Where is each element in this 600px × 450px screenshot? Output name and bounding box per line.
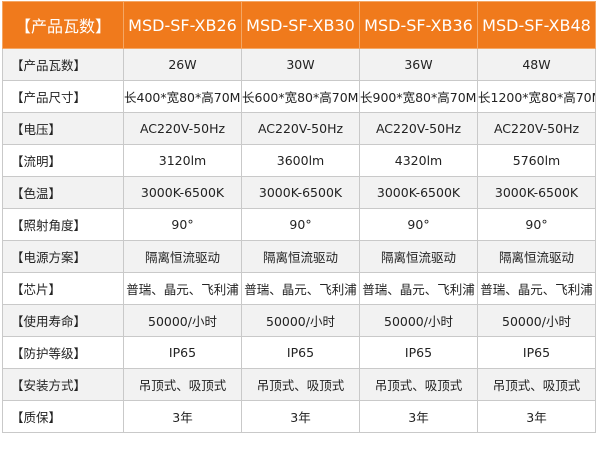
cell: AC220V-50Hz — [359, 112, 478, 145]
cell: 3年 — [359, 400, 478, 433]
cell: 36W — [359, 48, 478, 81]
cell: 长900*宽80*高70MM — [359, 80, 478, 113]
row-label: 【质保】 — [2, 400, 124, 433]
cell: 吊顶式、吸顶式 — [123, 368, 242, 401]
cell: 吊顶式、吸顶式 — [241, 368, 360, 401]
table-row: 【照射角度】 90° 90° 90° 90° — [2, 208, 596, 241]
table-row: 【电源方案】 隔离恒流驱动 隔离恒流驱动 隔离恒流驱动 隔离恒流驱动 — [2, 240, 596, 273]
cell: 3000K-6500K — [123, 176, 242, 209]
cell: 50000/小时 — [477, 304, 596, 337]
cell: IP65 — [359, 336, 478, 369]
table-row: 【电压】 AC220V-50Hz AC220V-50Hz AC220V-50Hz AC2… — [2, 112, 596, 145]
cell: 3600lm — [241, 144, 360, 177]
table-row: 【芯片】 普瑞、晶元、飞利浦 普瑞、晶元、飞利浦 普瑞、晶元、飞利浦 普瑞、晶元、飞利浦 — [2, 272, 596, 305]
row-label: 【电压】 — [2, 112, 124, 145]
cell: AC220V-50Hz — [477, 112, 596, 145]
cell: 48W — [477, 48, 596, 81]
cell: 26W — [123, 48, 242, 81]
cell: 90° — [359, 208, 478, 241]
cell: 50000/小时 — [241, 304, 360, 337]
spec-table: 【产品瓦数】 MSD-SF-XB26 MSD-SF-XB30 MSD-SF-XB36 M… — [2, 1, 596, 433]
cell: 隔离恒流驱动 — [477, 240, 596, 273]
table-row: 【产品尺寸】 长400*宽80*高70MM 长600*宽80*高70MM 长900*宽… — [2, 80, 596, 113]
row-label: 【流明】 — [2, 144, 124, 177]
cell: 吊顶式、吸顶式 — [359, 368, 478, 401]
row-label: 【产品瓦数】 — [2, 48, 124, 81]
cell: 4320lm — [359, 144, 478, 177]
row-label: 【照射角度】 — [2, 208, 124, 241]
table-row: 【色温】 3000K-6500K 3000K-6500K 3000K-6500K 300… — [2, 176, 596, 209]
row-label: 【产品尺寸】 — [2, 80, 124, 113]
header-cell: MSD-SF-XB26 — [123, 1, 242, 49]
cell: 普瑞、晶元、飞利浦 — [477, 272, 596, 305]
row-label: 【色温】 — [2, 176, 124, 209]
cell: 3120lm — [123, 144, 242, 177]
cell: 50000/小时 — [359, 304, 478, 337]
cell: 3年 — [241, 400, 360, 433]
header-row: 【产品瓦数】 MSD-SF-XB26 MSD-SF-XB30 MSD-SF-XB36 M… — [2, 1, 596, 49]
cell: 隔离恒流驱动 — [359, 240, 478, 273]
cell: 隔离恒流驱动 — [123, 240, 242, 273]
cell: 隔离恒流驱动 — [241, 240, 360, 273]
cell: 长400*宽80*高70MM — [123, 80, 242, 113]
cell: 90° — [241, 208, 360, 241]
cell: 长1200*宽80*高70MM — [477, 80, 596, 113]
cell: 吊顶式、吸顶式 — [477, 368, 596, 401]
cell: IP65 — [477, 336, 596, 369]
table-row: 【质保】 3年 3年 3年 3年 — [2, 400, 596, 433]
cell: 长600*宽80*高70MM — [241, 80, 360, 113]
header-cell: MSD-SF-XB30 — [241, 1, 360, 49]
table-row: 【防护等级】 IP65 IP65 IP65 IP65 — [2, 336, 596, 369]
header-cell: 【产品瓦数】 — [2, 1, 124, 49]
table-row: 【安装方式】 吊顶式、吸顶式 吊顶式、吸顶式 吊顶式、吸顶式 吊顶式、吸顶式 — [2, 368, 596, 401]
cell: IP65 — [241, 336, 360, 369]
cell: 普瑞、晶元、飞利浦 — [359, 272, 478, 305]
cell: 3000K-6500K — [359, 176, 478, 209]
row-label: 【防护等级】 — [2, 336, 124, 369]
cell: AC220V-50Hz — [241, 112, 360, 145]
table-row: 【产品瓦数】 26W 30W 36W 48W — [2, 48, 596, 81]
table-row: 【流明】 3120lm 3600lm 4320lm 5760lm — [2, 144, 596, 177]
row-label: 【电源方案】 — [2, 240, 124, 273]
cell: 30W — [241, 48, 360, 81]
cell: 3年 — [477, 400, 596, 433]
cell: 3年 — [123, 400, 242, 433]
cell: 90° — [477, 208, 596, 241]
cell: 50000/小时 — [123, 304, 242, 337]
header-cell: MSD-SF-XB36 — [359, 1, 478, 49]
cell: 普瑞、晶元、飞利浦 — [241, 272, 360, 305]
cell: 普瑞、晶元、飞利浦 — [123, 272, 242, 305]
cell: IP65 — [123, 336, 242, 369]
row-label: 【芯片】 — [2, 272, 124, 305]
cell: AC220V-50Hz — [123, 112, 242, 145]
cell: 5760lm — [477, 144, 596, 177]
header-cell: MSD-SF-XB48 — [477, 1, 596, 49]
row-label: 【使用寿命】 — [2, 304, 124, 337]
cell: 90° — [123, 208, 242, 241]
row-label: 【安装方式】 — [2, 368, 124, 401]
cell: 3000K-6500K — [477, 176, 596, 209]
cell: 3000K-6500K — [241, 176, 360, 209]
table-row: 【使用寿命】 50000/小时 50000/小时 50000/小时 50000/小时 — [2, 304, 596, 337]
